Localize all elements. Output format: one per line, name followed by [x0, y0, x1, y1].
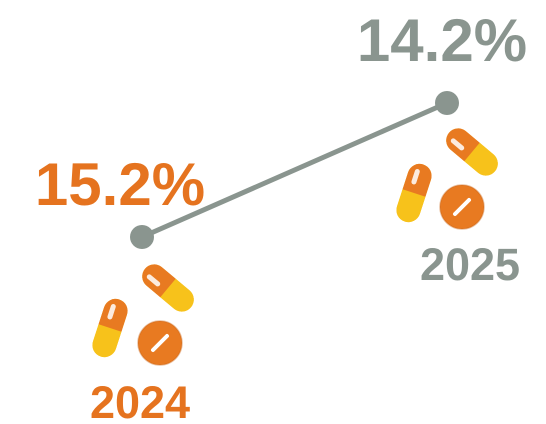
data-point-2024: [130, 225, 154, 249]
series-line: [139, 100, 450, 240]
capsule-icon: [393, 160, 435, 226]
x-tick-label-2025: 2025: [420, 239, 520, 290]
data-point-2025: [435, 91, 459, 115]
capsule-icon: [441, 123, 503, 181]
capsule-icon: [89, 295, 131, 361]
pill-tablet-icon: [136, 319, 184, 367]
capsule-icon: [137, 259, 199, 317]
x-tick-label-2024: 2024: [90, 377, 190, 424]
pill-group-2025: [393, 123, 503, 231]
value-label-2025: 14.2%: [357, 7, 527, 74]
pill-tablet-icon: [438, 183, 486, 231]
pill-group-2024: [89, 259, 199, 367]
value-label-2024: 15.2%: [35, 151, 205, 218]
